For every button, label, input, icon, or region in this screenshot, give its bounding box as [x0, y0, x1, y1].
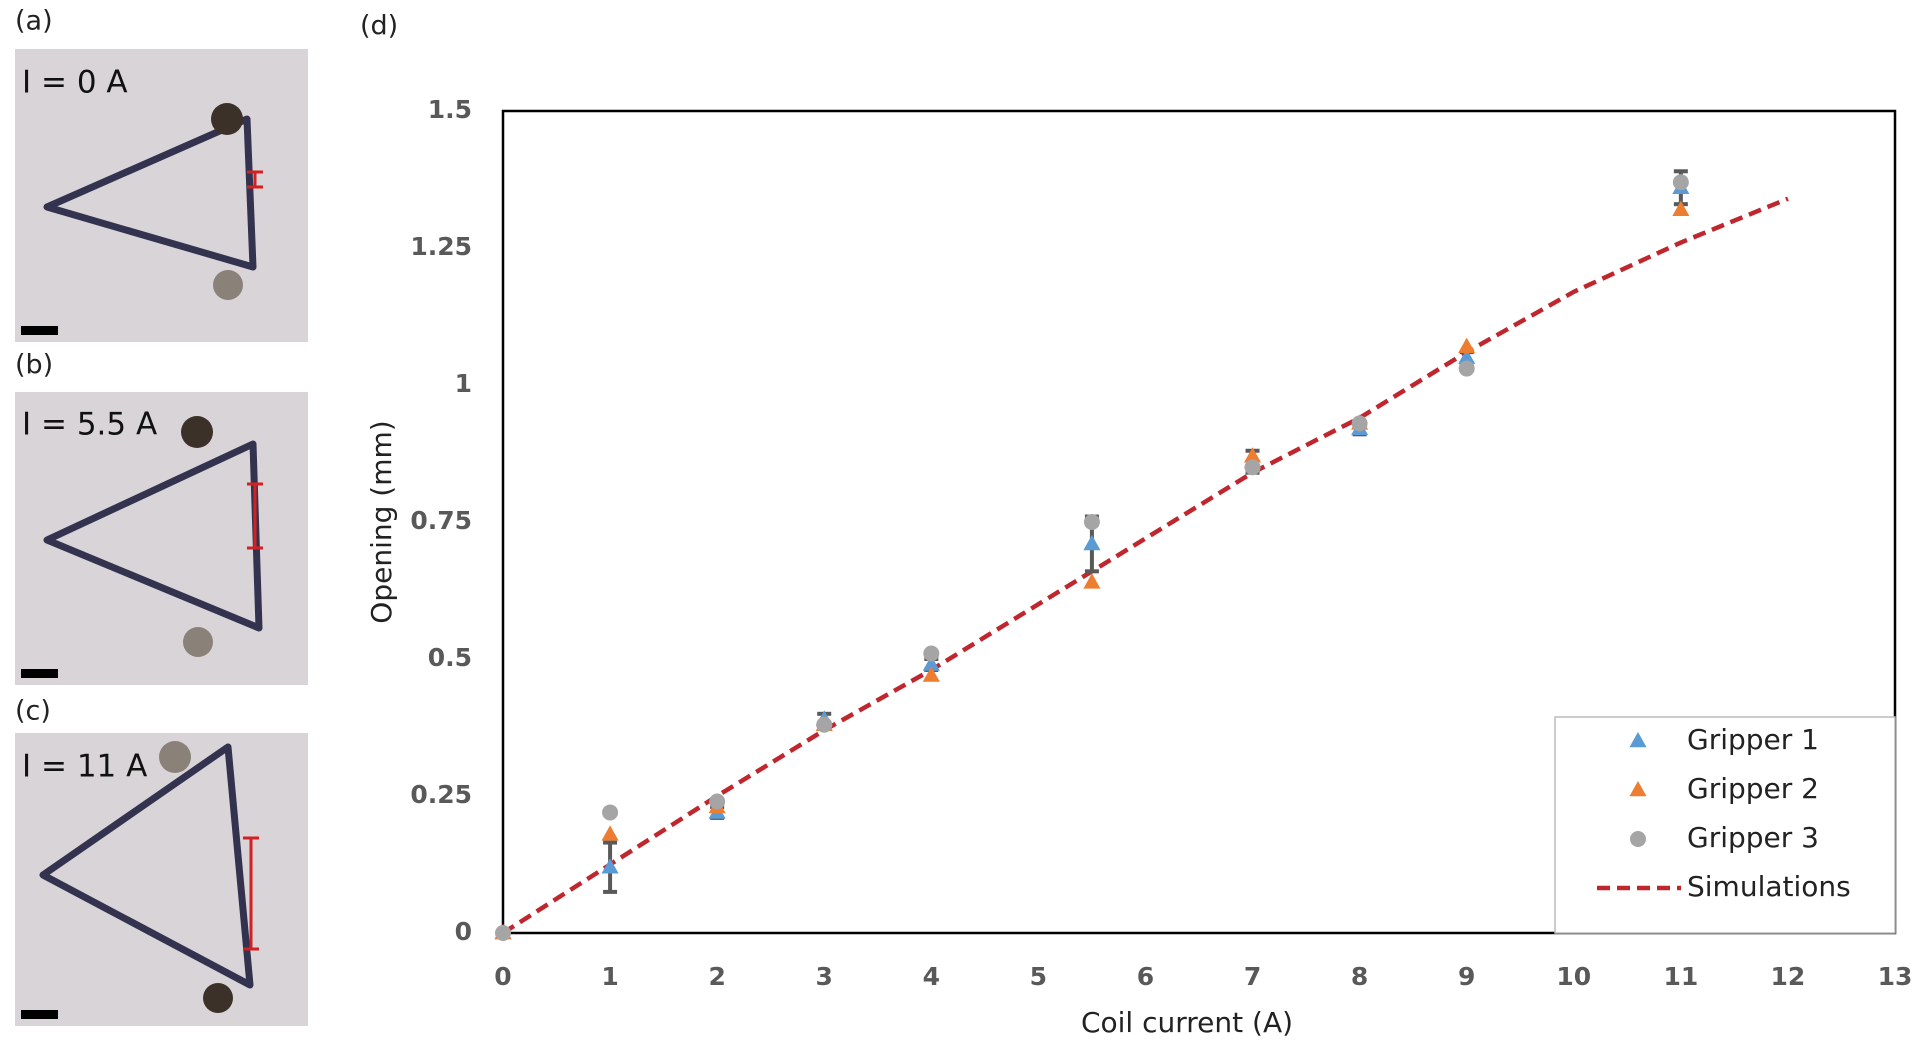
data-point	[602, 804, 619, 821]
x-tick-label: 10	[1556, 962, 1591, 991]
data-point	[1672, 200, 1690, 216]
panel-label: (d)	[360, 11, 398, 42]
current-label: I = 5.5 A	[22, 407, 157, 443]
y-axis-label: Opening (mm)	[365, 420, 398, 623]
data-point	[495, 925, 511, 941]
x-tick-label: 2	[708, 962, 725, 991]
x-tick-label: 1	[601, 962, 618, 991]
x-tick-label: 12	[1771, 962, 1806, 991]
x-tick-label: 4	[923, 962, 940, 991]
y-tick-label: 1	[455, 369, 472, 398]
data-point	[816, 716, 833, 733]
legend-marker	[1630, 831, 1646, 847]
current-label: I = 0 A	[22, 65, 128, 101]
y-tick-label: 0.25	[410, 780, 472, 809]
photo-b	[15, 392, 308, 685]
y-tick-label: 0	[455, 917, 472, 946]
legend-label: Simulations	[1687, 870, 1851, 903]
legend-label: Gripper 1	[1687, 723, 1819, 756]
legend-label: Gripper 2	[1687, 772, 1819, 805]
data-point	[601, 858, 619, 874]
data-point	[1672, 174, 1689, 191]
data-point	[1083, 514, 1100, 530]
current-label: I = 11 A	[22, 749, 147, 785]
panel-label: (b)	[15, 350, 53, 381]
legend-box	[1554, 716, 1896, 934]
x-tick-label: 5	[1030, 962, 1047, 991]
data-point	[709, 793, 726, 810]
data-point	[1243, 447, 1262, 463]
data-point	[922, 655, 940, 671]
data-point	[923, 645, 940, 662]
panel-label: (a)	[15, 6, 53, 37]
simulation-line	[501, 196, 1789, 935]
data-point	[601, 825, 619, 841]
legend-marker	[1629, 781, 1647, 797]
x-tick-label: 6	[1137, 962, 1154, 991]
x-tick-label: 0	[494, 962, 511, 991]
panel-label: (c)	[15, 696, 51, 727]
y-tick-label: 0.75	[410, 506, 472, 535]
data-point	[1351, 415, 1368, 432]
data-point	[1458, 348, 1476, 364]
x-tick-label: 7	[1244, 962, 1261, 991]
photo-c	[15, 733, 308, 1026]
x-tick-label: 8	[1351, 962, 1368, 991]
x-tick-label: 3	[816, 962, 833, 991]
data-point	[1458, 360, 1475, 377]
x-tick-label: 13	[1878, 962, 1913, 991]
data-point	[1458, 337, 1476, 353]
x-tick-label: 9	[1458, 962, 1475, 991]
y-tick-label: 0.5	[428, 643, 472, 672]
data-point	[1083, 534, 1101, 551]
data-point	[1083, 573, 1101, 589]
legend-marker	[1629, 732, 1647, 748]
legend-label: Gripper 3	[1687, 821, 1819, 854]
x-tick-label: 11	[1663, 962, 1698, 991]
y-tick-label: 1.5	[428, 95, 472, 124]
data-point	[1244, 459, 1261, 476]
data-point	[922, 666, 940, 682]
y-tick-label: 1.25	[410, 232, 472, 261]
photo-a	[15, 49, 308, 342]
x-axis-label: Coil current (A)	[1081, 1006, 1293, 1039]
